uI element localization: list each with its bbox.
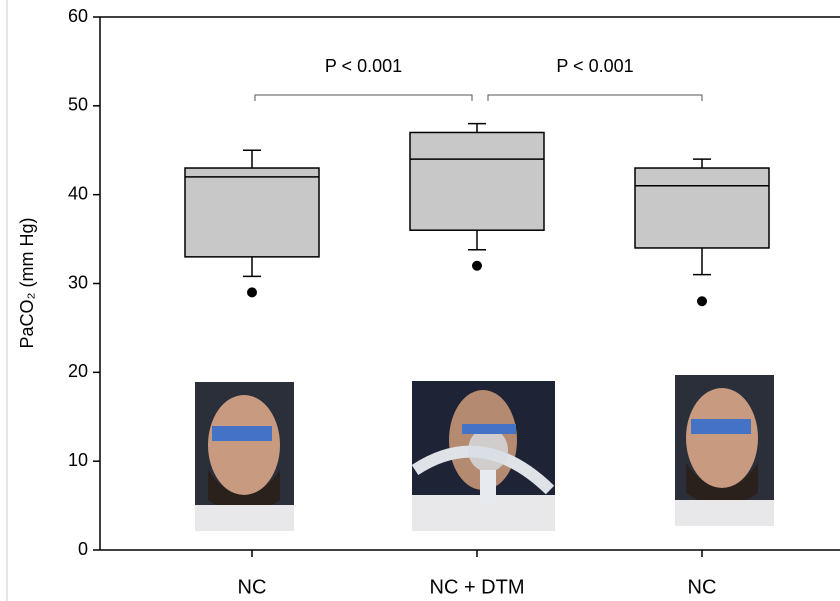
outlier — [247, 287, 257, 297]
box — [635, 168, 769, 248]
box — [410, 132, 544, 230]
bracket — [488, 95, 702, 101]
y-tick-label: 40 — [68, 183, 88, 203]
y-tick-label: 30 — [68, 272, 88, 292]
y-tick-label: 60 — [68, 6, 88, 26]
annotation: P < 0.001 — [556, 56, 633, 76]
x-tick-label: NC + DTM — [430, 576, 525, 598]
photos — [195, 375, 774, 531]
chart: PaCO₂ (mm Hg) 0 10 20 30 40 50 60 NC NC + DTM NC P… — [0, 0, 840, 601]
x-tick-label: NC — [688, 576, 717, 598]
box — [185, 168, 319, 257]
photo — [675, 375, 774, 526]
outlier — [472, 261, 482, 271]
bracket — [255, 95, 472, 101]
y-tick-label: 10 — [68, 450, 88, 470]
outlier — [697, 296, 707, 306]
annotation: P < 0.001 — [325, 56, 402, 76]
x-tick-label: NC — [238, 576, 267, 598]
photo — [195, 382, 294, 531]
photo — [412, 381, 555, 531]
y-tick-label: 0 — [78, 539, 88, 559]
y-axis-label: PaCO₂ (mm Hg) — [17, 218, 37, 349]
y-tick-label: 20 — [68, 361, 88, 381]
y-tick-label: 50 — [68, 95, 88, 115]
